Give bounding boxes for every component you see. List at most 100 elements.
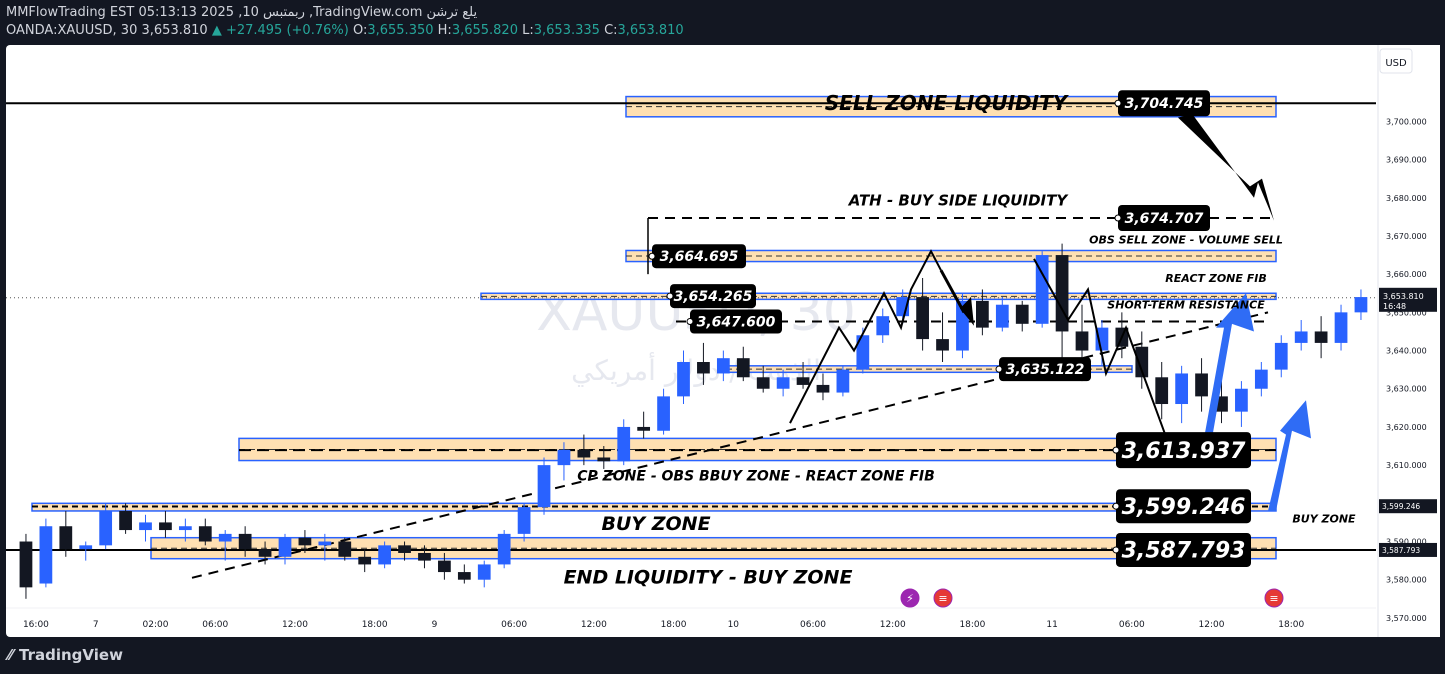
y-tick-label: 3,580.000 [1386, 576, 1427, 585]
candle [876, 308, 890, 343]
candle-body [1274, 342, 1288, 370]
y-tick-label: 3,690.000 [1386, 156, 1427, 165]
label-buy-zone-side: BUY ZONE [1292, 512, 1356, 525]
scale-tag-bg [1379, 542, 1437, 557]
price-axis [1378, 45, 1440, 637]
candle [1314, 316, 1328, 359]
candle-body [1035, 255, 1049, 324]
ohlc-close: 3,653.810 [617, 23, 684, 38]
price-tag-3635: 3,635.122 [995, 357, 1091, 382]
y-tick-label: 3,640.000 [1386, 347, 1427, 356]
chart-header-line2: OANDA:XAUUSD, 30 3,653.810 ▲ +27.495 (+0… [6, 23, 684, 38]
price-tag-3704-text: 3,704.745 [1125, 96, 1204, 112]
price-tag-3613-bg [1116, 432, 1251, 469]
candle-body [457, 572, 471, 580]
y-tick-label: 3,590.000 [1386, 538, 1427, 547]
price-tag-3587-text: 3,587.793 [1122, 539, 1246, 564]
candle-body [218, 533, 232, 542]
price-tag-3674-text: 3,674.707 [1125, 211, 1204, 227]
candle-body [79, 545, 93, 550]
price-tag-3587: 3,587.793 [1112, 532, 1251, 567]
candle-body [836, 369, 850, 393]
candle [338, 537, 352, 561]
candle-body [1334, 312, 1348, 343]
candle [358, 549, 372, 573]
candle [278, 533, 292, 565]
symbol-name[interactable]: OANDA:XAUUSD, 30 [6, 23, 138, 38]
candle [916, 277, 929, 351]
y-tick-label: 3,650.000 [1386, 308, 1427, 317]
price-tag-3674-dot [1114, 214, 1122, 222]
candle-body [1135, 346, 1149, 378]
x-tick-label: 06:00 [800, 620, 826, 630]
price-change: +27.495 (+0.76%) [225, 23, 349, 38]
price-tag-3613-dot [1112, 446, 1120, 454]
candle-body [119, 510, 132, 531]
candle [796, 362, 810, 389]
candle-body [438, 560, 451, 573]
candle [736, 346, 750, 382]
candle [119, 503, 132, 534]
candle [657, 388, 670, 435]
candle-body [697, 362, 710, 374]
candle [238, 526, 252, 557]
price-tag-3664-text: 3,664.695 [660, 249, 739, 265]
arrow-sell-target [1178, 113, 1274, 221]
x-tick-label: 18:00 [362, 620, 388, 630]
candle [697, 342, 710, 385]
currency-label: USD [1385, 58, 1407, 69]
lightning-icon-circle [900, 588, 920, 608]
label-sell-zone-liquidity: SELL ZONE LIQUIDITY [825, 91, 1070, 115]
candle [79, 541, 93, 561]
price-tag-3704: 3,704.745 [1114, 90, 1210, 117]
candle [1354, 289, 1368, 320]
candle-body [1354, 297, 1368, 313]
price-tag-3647-text: 3,647.600 [697, 314, 776, 330]
current-price-tag-bg [1379, 287, 1437, 312]
candle-body [617, 426, 631, 462]
candle [557, 442, 571, 481]
tradingview-logo[interactable]: ⁄⁄ TradingView [8, 646, 123, 664]
candle-body [298, 537, 312, 546]
candle-body [816, 384, 830, 393]
candle-body [418, 552, 431, 561]
price-tag-3704-dot [1114, 99, 1122, 107]
price-tag-3654-dot [666, 292, 674, 300]
candle-body [358, 556, 372, 565]
price-tag-3599-dot [1112, 502, 1120, 510]
candle [19, 533, 33, 599]
candle [398, 541, 411, 561]
candle [936, 312, 949, 363]
price-tag-3654: 3,654.265 [666, 284, 756, 309]
candle [1254, 362, 1268, 397]
candle [637, 411, 651, 439]
candle-body [477, 564, 491, 580]
us-flag-icon-glyph: ≡ [1269, 592, 1278, 605]
candle-body [856, 335, 870, 370]
candle-body [637, 426, 651, 431]
candle-body [1294, 331, 1308, 343]
candle [756, 365, 770, 393]
price-tag-3613: 3,613.937 [1112, 432, 1251, 469]
candle [218, 530, 232, 561]
candle-body [318, 541, 332, 546]
ohlc-close-label: C: [604, 23, 618, 38]
price-tag-3664: 3,664.695 [648, 244, 746, 269]
candle-body [1175, 373, 1189, 405]
current-price-tag-value: 3,653.810 [1383, 292, 1424, 301]
candle-body [1015, 304, 1029, 324]
tradingview-logo-icon: ⁄⁄ [8, 646, 14, 664]
price-tag-3647-dot [686, 318, 694, 326]
candle [1035, 251, 1049, 328]
label-obs-sell-zone: OBS SELL ZONE - VOLUME SELL [1089, 234, 1283, 247]
candle-body [756, 377, 770, 389]
candle-body [1155, 377, 1169, 405]
candle [378, 541, 391, 569]
x-tick-label: 9 [432, 620, 438, 630]
y-tick-label: 3,680.000 [1386, 194, 1427, 203]
y-tick-label: 3,700.000 [1386, 117, 1427, 126]
candle-body [198, 526, 212, 542]
price-tag-3635-bg [999, 357, 1091, 382]
candle [1175, 365, 1189, 424]
